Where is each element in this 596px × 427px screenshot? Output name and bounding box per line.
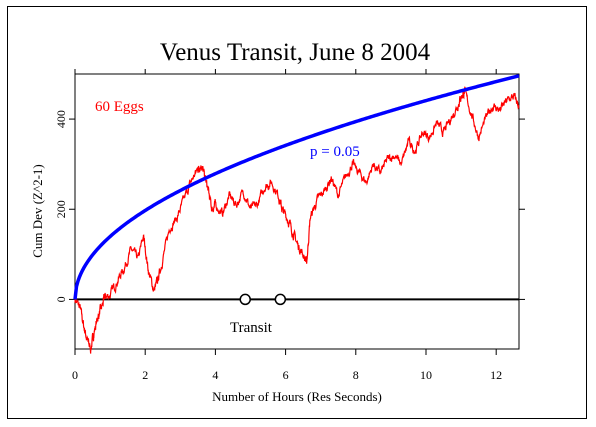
y-axis-label: Cum Dev (Z^2-1) xyxy=(30,164,45,257)
y-tick-label: 200 xyxy=(54,200,68,218)
chart-frame xyxy=(7,6,587,419)
probability-envelope-line xyxy=(73,74,520,300)
cumulative-deviation-line xyxy=(74,86,520,354)
x-tick-label: 8 xyxy=(353,368,359,382)
x-axis-label: Number of Hours (Res Seconds) xyxy=(212,389,382,404)
probability-label: p = 0.05 xyxy=(310,144,360,160)
transit-label: Transit xyxy=(230,320,273,336)
y-tick-label: 0 xyxy=(54,296,68,302)
plot-area xyxy=(74,73,520,350)
transit-marker xyxy=(274,293,287,306)
x-tick-label: 12 xyxy=(490,368,502,382)
transit-marker xyxy=(239,293,251,306)
x-tick-label: 4 xyxy=(212,368,218,382)
eggs-count-label: 60 Eggs xyxy=(95,99,144,115)
x-tick-label: 6 xyxy=(283,368,289,382)
chart-title: Venus Transit, June 8 2004 xyxy=(160,39,431,66)
x-tick-label: 0 xyxy=(72,368,78,382)
y-tick-label: 400 xyxy=(54,110,68,128)
x-tick-label: 10 xyxy=(420,368,432,382)
x-tick-label: 2 xyxy=(142,368,148,382)
